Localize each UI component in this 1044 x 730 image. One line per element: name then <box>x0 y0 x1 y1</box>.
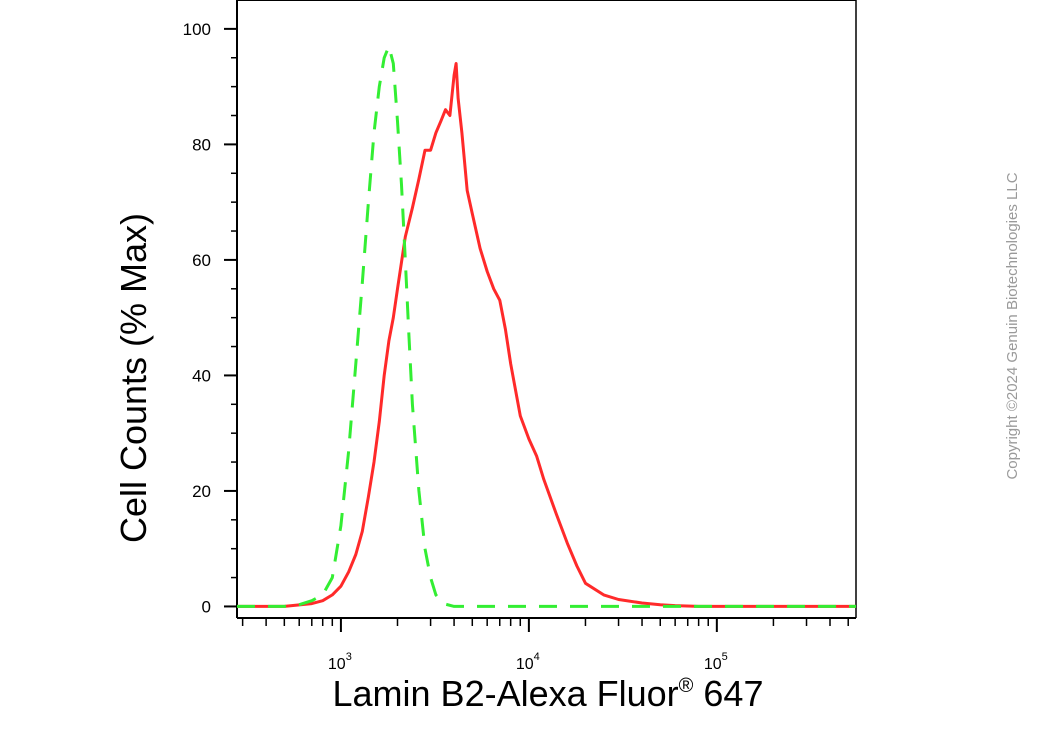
x-tick-label-base: 10 <box>516 656 534 673</box>
y-tick-label: 80 <box>192 135 211 154</box>
x-tick-label-base: 10 <box>704 656 722 673</box>
x-axis-title-registered-mark: ® <box>679 675 694 697</box>
plot-frame <box>236 0 857 619</box>
x-axis-ticks: 103 104 105 <box>241 618 849 673</box>
y-tick-label: 60 <box>192 251 211 270</box>
y-tick-label: 40 <box>192 366 211 385</box>
series-line-2 <box>237 44 856 608</box>
y-axis-title: Cell Counts (% Max) <box>113 213 154 543</box>
x-tick-label-exponent: 3 <box>346 651 352 663</box>
x-tick-label-base: 10 <box>328 656 346 673</box>
x-axis-title-main: Lamin B2-Alexa Fluor <box>333 673 679 714</box>
x-axis-title-tail: 647 <box>693 673 763 714</box>
x-tick-label-exponent: 4 <box>534 651 540 663</box>
series-layer <box>237 44 856 608</box>
y-tick-label: 100 <box>183 20 211 39</box>
y-tick-label: 20 <box>192 482 211 501</box>
x-tick-label: 103 <box>328 651 352 673</box>
y-axis-ticks: 0 20 40 60 80 100 <box>183 20 237 616</box>
copyright-watermark: Copyright ©2024 Genuin Biotechnologies L… <box>1004 172 1021 479</box>
series-line-1 <box>237 62 856 608</box>
x-tick-label-exponent: 5 <box>722 651 728 663</box>
x-tick-label: 105 <box>704 651 728 673</box>
x-axis-title: Lamin B2-Alexa Fluor® 647 <box>333 673 764 714</box>
x-tick-label: 104 <box>516 651 540 673</box>
y-tick-label: 0 <box>202 597 211 616</box>
